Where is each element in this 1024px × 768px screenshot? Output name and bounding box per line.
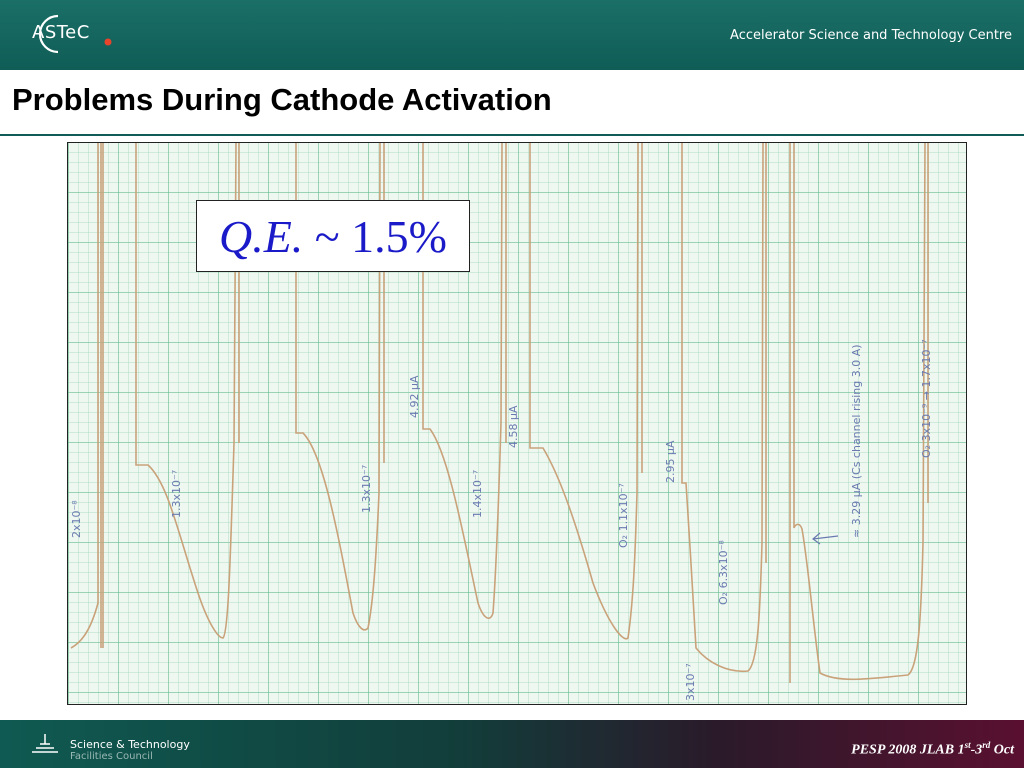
qe-callout-text: Q.E. ~ 1.5%	[219, 211, 447, 262]
annotation-1-4e-7: 1.4x10⁻⁷	[471, 470, 484, 518]
conference-label: PESP 2008 JLAB 1st-3rd Oct	[851, 740, 1014, 759]
annotation-1-3e-7-b: 1.3x10⁻⁷	[360, 465, 373, 513]
annotation-2-95-ua: 2.95 μA	[664, 440, 677, 483]
recorder-trace-graphic: 2x10⁻⁸ 1.3x10⁻⁷ 1.3x10⁻⁷ 4.92 μA 1.4x10⁻…	[70, 143, 933, 701]
annotation-1-3e-7-a: 1.3x10⁻⁷	[170, 470, 183, 518]
annotation-o2-1-1e-7: O₂ 1.1x10⁻⁷	[617, 483, 630, 548]
slide-title: Problems During Cathode Activation	[12, 82, 552, 117]
header-bar: ASTeC Accelerator Science and Technology…	[0, 0, 1024, 70]
title-band: Problems During Cathode Activation	[0, 70, 1024, 136]
chart-recorder-scan: 2x10⁻⁸ 1.3x10⁻⁷ 1.3x10⁻⁷ 4.92 μA 1.4x10⁻…	[67, 142, 967, 705]
qe-label: Q.E.	[218, 211, 304, 262]
annotation-4-58-ua: 4.58 μA	[507, 405, 520, 448]
annotation-o2-6-3e-8: O₂ 6.3x10⁻⁸	[717, 540, 730, 605]
conference-sup-st: st	[964, 740, 971, 750]
stfc-logo-icon	[32, 734, 58, 753]
recorder-trace	[70, 143, 929, 683]
qe-callout-box: Q.E. ~ 1.5%	[196, 200, 470, 272]
qe-value: ~ 1.5%	[303, 211, 448, 262]
annotation-3e-7: 3x10⁻⁷	[684, 663, 697, 701]
logo-text: ASTeC	[32, 22, 90, 43]
conference-prefix: PESP 2008 JLAB 1	[851, 742, 965, 758]
annotation-3-29-ua: ≈ 3.29 μA (Cs channel rising 3.0 A)	[850, 344, 863, 538]
stfc-name-line1: Science & Technology	[70, 738, 190, 751]
annotation-2e-8: 2x10⁻⁸	[70, 500, 83, 538]
annotation-o2-3e-9-to-1-7e-7: O₂ 3x10⁻⁹ → 1.7x10⁻⁷	[920, 339, 933, 458]
conference-sup-rd: rd	[982, 740, 991, 750]
conference-mid: -3	[970, 742, 983, 758]
stfc-name-line2: Facilities Council	[70, 751, 153, 762]
footer-bar: Science & Technology Facilities Council …	[0, 720, 1024, 768]
astec-logo-icon	[38, 14, 112, 54]
centre-name: Accelerator Science and Technology Centr…	[730, 28, 1012, 43]
annotation-arrow-icon	[812, 532, 839, 545]
conference-suffix: Oct	[990, 742, 1014, 758]
annotation-4-92-ua: 4.92 μA	[408, 375, 421, 418]
